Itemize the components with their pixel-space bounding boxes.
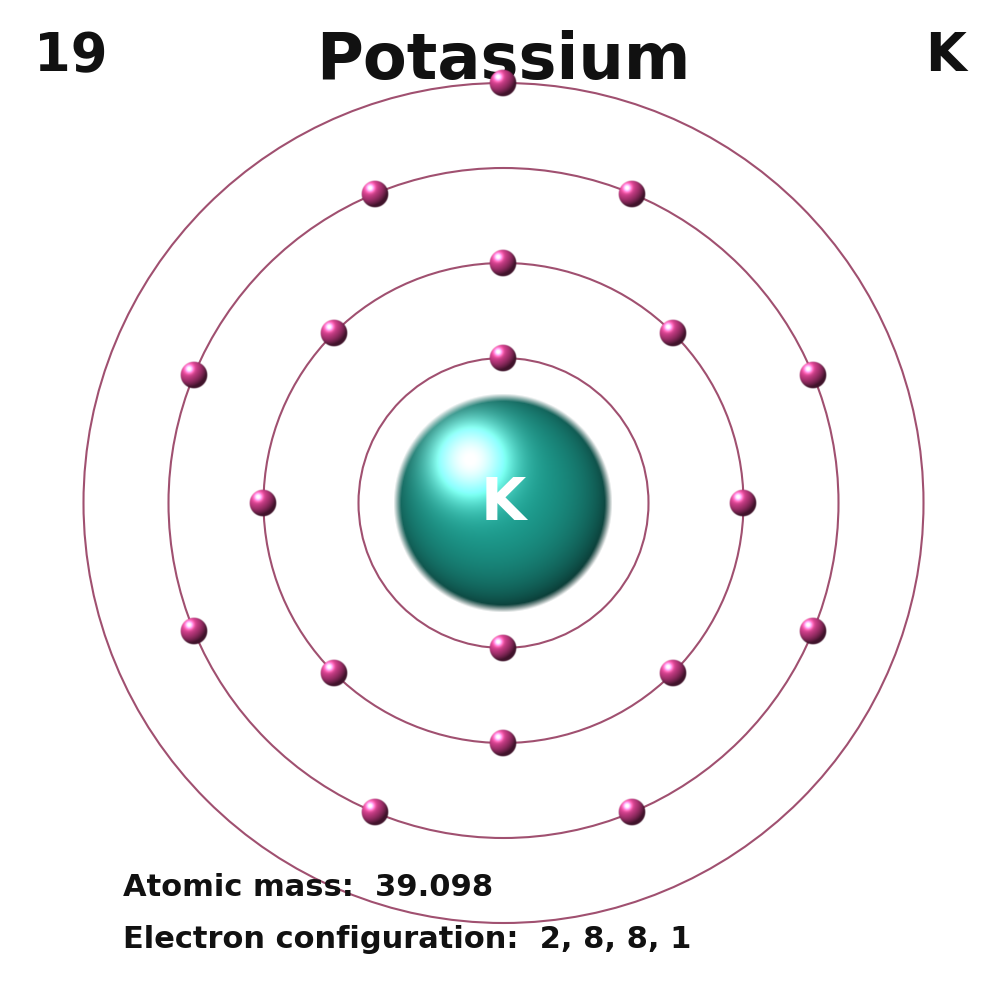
Text: K: K xyxy=(481,475,526,531)
Text: Atomic mass:  39.098: Atomic mass: 39.098 xyxy=(123,873,494,902)
Text: Potassium: Potassium xyxy=(316,30,691,92)
Text: 19: 19 xyxy=(34,30,107,82)
Text: Electron configuration:  2, 8, 8, 1: Electron configuration: 2, 8, 8, 1 xyxy=(123,925,692,954)
Text: K: K xyxy=(926,30,966,82)
